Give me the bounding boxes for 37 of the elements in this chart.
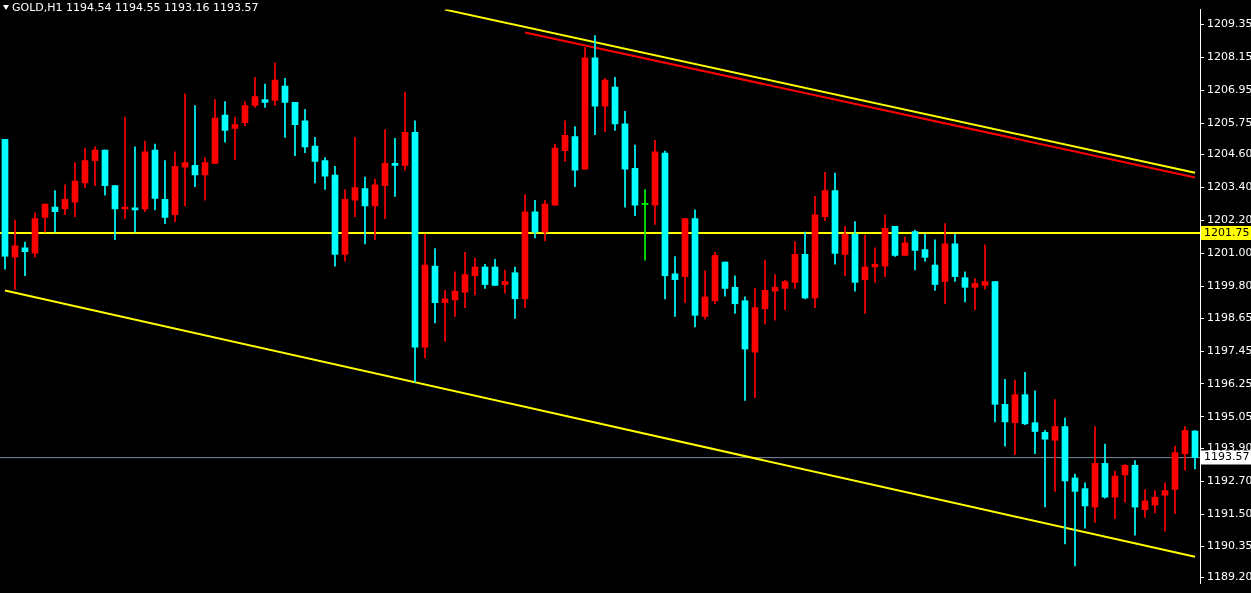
candlestick (181, 93, 189, 207)
y-tick-label: 1190.35 (1207, 538, 1251, 552)
y-tick-label: 1189.20 (1207, 570, 1251, 584)
y-tick-label: 1209.35 (1207, 17, 1251, 31)
y-tick-label: 1201.00 (1207, 246, 1251, 260)
y-tick-label: 1192.70 (1207, 474, 1251, 488)
y-tick-label: 1204.60 (1207, 147, 1251, 161)
candlestick (1051, 399, 1059, 492)
candlestick (641, 189, 649, 261)
y-tick-label: 1205.75 (1207, 115, 1251, 129)
y-tick-label: 1198.65 (1207, 310, 1251, 324)
candlestick (261, 83, 269, 108)
y-tick-label: 1195.05 (1207, 409, 1251, 423)
y-tick-label: 1199.80 (1207, 279, 1251, 293)
y-tick-label: 1202.20 (1207, 213, 1251, 227)
y-tick-label: 1203.40 (1207, 180, 1251, 194)
chart-title: GOLD,H1 1194.54 1194.55 1193.16 1193.57 (12, 0, 259, 14)
y-tick-label: 1208.15 (1207, 49, 1251, 63)
candlestick (971, 278, 979, 310)
y-tick-label: 1191.50 (1207, 507, 1251, 521)
candlestick (781, 280, 789, 310)
y-tick-label: 1197.45 (1207, 343, 1251, 357)
ref-line-label: 1193.57 (1204, 450, 1250, 464)
candlestick (351, 137, 359, 218)
candlestick (501, 269, 509, 294)
candlestick (381, 129, 389, 219)
candlestick (391, 138, 399, 197)
candlestick (231, 116, 239, 160)
y-tick-label: 1206.95 (1207, 82, 1251, 96)
candlestick (1031, 390, 1039, 455)
candlestick (1161, 482, 1169, 532)
candlestick (11, 219, 19, 290)
y-tick-label: 1196.25 (1207, 376, 1251, 390)
candlestick (981, 244, 989, 290)
ref-line-label: 1201.75 (1204, 225, 1250, 239)
candlestick (21, 241, 29, 277)
candlestick (1041, 430, 1049, 508)
